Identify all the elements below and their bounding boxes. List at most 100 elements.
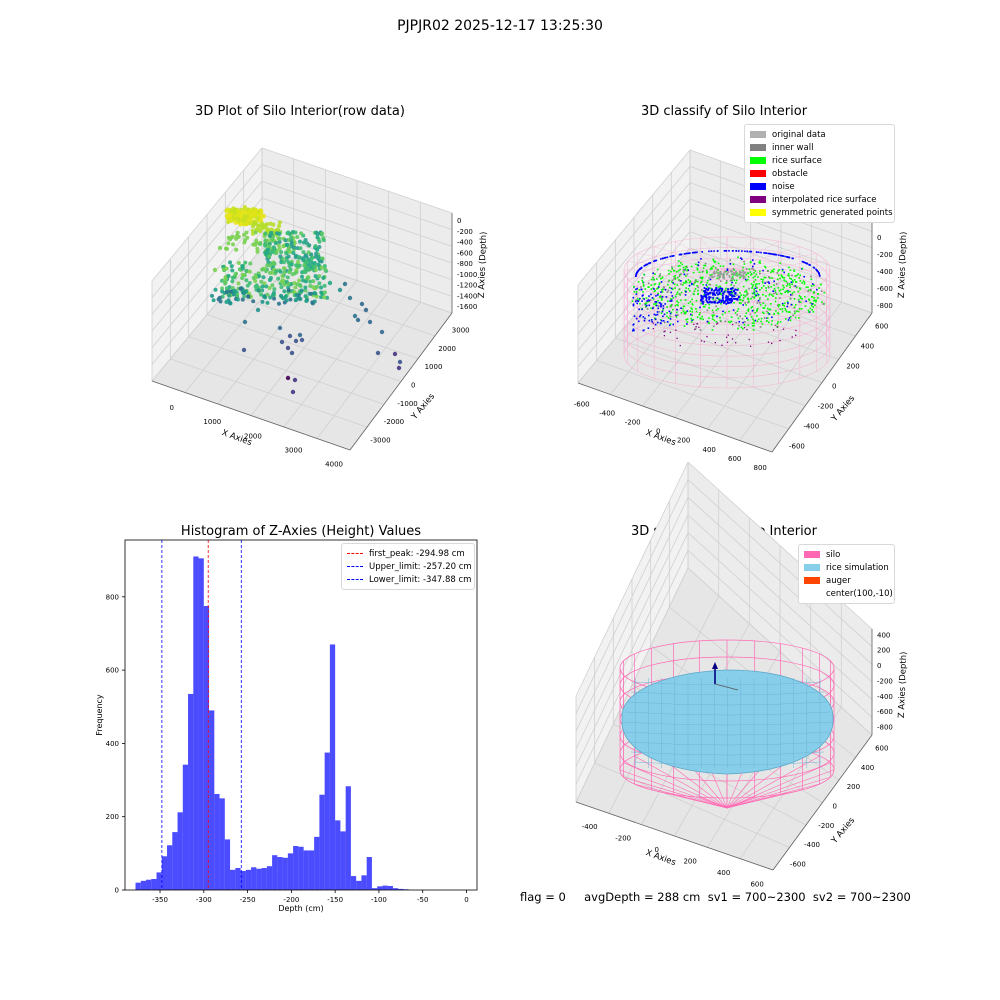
classify-point xyxy=(657,287,659,289)
classify-point xyxy=(701,315,704,318)
classify-point xyxy=(764,282,766,284)
classify-point xyxy=(745,273,748,276)
raw-data-point xyxy=(254,241,259,246)
classify-noise-point xyxy=(651,297,654,299)
classify-noise-point xyxy=(735,250,738,252)
classify-point xyxy=(799,296,802,298)
classify-point xyxy=(753,322,755,325)
classify-point xyxy=(754,287,757,290)
classify-point xyxy=(679,261,682,264)
classify-noise-point xyxy=(656,321,659,324)
classify-point xyxy=(650,307,652,310)
histogram-bar xyxy=(235,868,241,890)
simulation-y-tick-label: 0 xyxy=(833,803,837,811)
classify-point xyxy=(688,284,691,287)
histogram-y-tick-label: 600 xyxy=(106,667,119,675)
classify-point xyxy=(674,277,677,279)
classify-point xyxy=(767,285,770,288)
raw-data-point xyxy=(282,266,287,271)
classify-point xyxy=(670,298,673,301)
classify-point xyxy=(648,282,650,285)
raw-data-point xyxy=(229,264,234,269)
raw-data-point xyxy=(297,263,302,268)
classify-noise-point xyxy=(712,292,715,295)
classify-point xyxy=(692,318,695,321)
raw-data-point xyxy=(248,261,253,266)
classify-point xyxy=(801,282,803,284)
classify-point xyxy=(765,295,767,297)
classify-point xyxy=(706,309,709,312)
classify-point xyxy=(791,283,793,286)
classify-noise-point xyxy=(669,312,672,315)
raw-data-point xyxy=(227,300,233,306)
classify-point xyxy=(785,310,788,313)
classify-point xyxy=(673,269,676,272)
classify-point xyxy=(778,303,780,306)
classify-point xyxy=(817,297,819,299)
legend-label: auger xyxy=(826,575,851,586)
raw-data-point xyxy=(274,251,279,256)
classify-point xyxy=(751,324,754,327)
classify-point xyxy=(681,263,684,266)
classify-point xyxy=(750,273,753,275)
classify-point xyxy=(766,270,769,273)
histogram-bar xyxy=(198,558,204,890)
classify-point xyxy=(808,299,811,302)
simulation-z-tick-label: 200 xyxy=(877,647,890,655)
legend-swatch xyxy=(804,590,820,597)
classify-point xyxy=(677,265,680,267)
classify-point xyxy=(717,298,720,300)
classify-point xyxy=(777,321,779,323)
classify-point xyxy=(730,292,732,294)
classify-point xyxy=(764,304,767,307)
classify-point xyxy=(717,286,720,288)
classify-point xyxy=(667,269,670,272)
classify-point xyxy=(684,282,687,284)
classify-point xyxy=(780,275,783,277)
classify-point xyxy=(697,289,699,292)
classify-point xyxy=(726,268,729,270)
classify-y-tick-label: 600 xyxy=(875,323,888,331)
classify-point xyxy=(644,288,647,290)
raw-data-point xyxy=(269,250,274,255)
classify-wall-point xyxy=(716,274,719,277)
classify-point xyxy=(679,274,681,276)
classify-point xyxy=(791,274,793,277)
raw-data-point xyxy=(312,265,317,270)
classify-point xyxy=(710,287,712,290)
classify-point xyxy=(799,274,802,277)
classify-point xyxy=(760,320,762,323)
classify-point xyxy=(788,266,790,269)
classify-point xyxy=(685,290,687,293)
classify-point xyxy=(812,306,815,308)
classify-point xyxy=(655,295,657,297)
raw-data-point xyxy=(254,274,259,279)
classify-noise-point xyxy=(640,267,643,269)
classify-noise-point xyxy=(648,304,651,307)
classify-point xyxy=(742,321,744,324)
histogram-bar xyxy=(172,832,178,890)
classify-point xyxy=(666,315,668,318)
classify-point xyxy=(670,298,672,300)
classify-noise-point xyxy=(662,315,664,318)
raw-data-point xyxy=(285,275,290,280)
classify-interp-point xyxy=(716,322,719,324)
classify-interp-point xyxy=(743,326,746,329)
classify-noise-point xyxy=(656,304,658,307)
legend-entry: symmetric generated points xyxy=(750,206,893,219)
classify-point xyxy=(735,321,738,324)
raw-data-point xyxy=(226,274,231,279)
raw-data-point xyxy=(259,279,264,284)
raw-y-tick-label: 2000 xyxy=(438,345,456,353)
classify-noise-point xyxy=(705,297,708,299)
histogram-bar xyxy=(245,869,252,890)
raw-data-point xyxy=(278,269,283,274)
classify-point xyxy=(641,281,644,283)
simulation-rice-mesh xyxy=(630,691,825,696)
classify-point xyxy=(684,294,687,296)
classify-point xyxy=(739,298,742,301)
classify-point xyxy=(782,276,784,279)
raw-data-point xyxy=(262,294,267,299)
raw-data-point xyxy=(279,279,284,284)
classify-point xyxy=(751,296,754,298)
